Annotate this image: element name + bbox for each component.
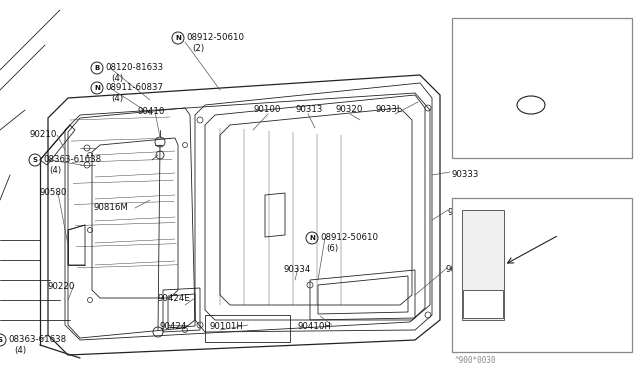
Text: N: N: [94, 85, 100, 91]
Text: 90410: 90410: [137, 107, 164, 116]
Text: (2): (2): [192, 44, 204, 53]
Text: (4): (4): [111, 94, 123, 103]
Text: 90332: 90332: [448, 208, 476, 217]
Text: 9033L: 9033L: [375, 105, 402, 114]
Text: 99073R: 99073R: [532, 316, 565, 325]
Text: 90810M: 90810M: [445, 265, 480, 274]
Text: (4): (4): [49, 166, 61, 175]
Text: 08911-60837: 08911-60837: [105, 83, 163, 92]
Text: 90410J: 90410J: [490, 30, 520, 39]
Text: ^900*0030: ^900*0030: [455, 356, 497, 365]
Text: 90816M: 90816M: [94, 203, 129, 212]
Bar: [452, 198, 632, 352]
Text: (6): (6): [326, 244, 338, 253]
Text: 90101H: 90101H: [210, 322, 244, 331]
Text: 08120-81633: 08120-81633: [105, 63, 163, 72]
Text: 90424: 90424: [160, 322, 188, 331]
Text: DON'T: DON'T: [466, 292, 483, 297]
Text: S: S: [0, 337, 3, 343]
Bar: [462, 210, 504, 320]
Text: 90313: 90313: [295, 105, 323, 114]
Text: 90320: 90320: [336, 105, 364, 114]
Text: 90210: 90210: [30, 130, 58, 139]
Text: 90100: 90100: [254, 105, 282, 114]
Text: 90410H: 90410H: [298, 322, 332, 331]
Text: 90333: 90333: [451, 170, 478, 179]
Bar: [463, 290, 503, 318]
Text: B: B: [94, 65, 100, 71]
Text: N: N: [309, 235, 315, 241]
Text: (4): (4): [14, 346, 26, 355]
Bar: [452, 18, 632, 158]
Text: 08912-50610: 08912-50610: [186, 33, 244, 42]
Text: 90334: 90334: [283, 265, 310, 274]
Text: 08912-50610: 08912-50610: [320, 233, 378, 242]
Text: (4): (4): [111, 74, 123, 83]
Text: N: N: [175, 35, 181, 41]
Text: 08363-61638: 08363-61638: [43, 155, 101, 164]
Text: 90424E: 90424E: [158, 294, 191, 303]
Text: 08363-61638: 08363-61638: [8, 335, 66, 344]
Text: S: S: [33, 157, 38, 163]
Text: 90220: 90220: [48, 282, 76, 291]
Text: 90580: 90580: [40, 188, 67, 197]
Text: TOUCH: TOUCH: [466, 302, 484, 307]
